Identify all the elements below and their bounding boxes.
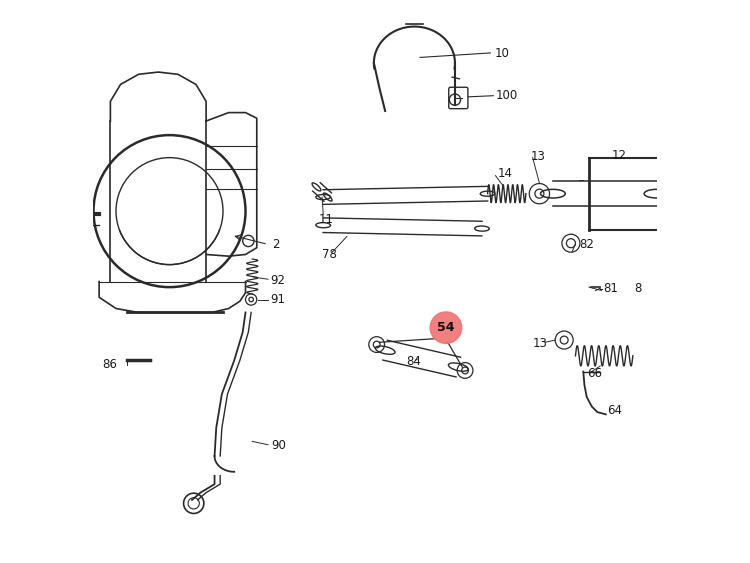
- Text: 14: 14: [498, 167, 513, 180]
- Text: 92: 92: [270, 274, 285, 287]
- Text: 10: 10: [494, 47, 509, 60]
- Text: 12: 12: [611, 149, 626, 162]
- Text: 90: 90: [272, 439, 286, 452]
- Text: 100: 100: [496, 89, 517, 102]
- Text: 86: 86: [103, 358, 118, 372]
- Text: 13: 13: [530, 150, 545, 163]
- Text: 54: 54: [437, 321, 454, 334]
- Text: 81: 81: [604, 282, 619, 296]
- Text: 64: 64: [607, 404, 622, 418]
- Text: 8: 8: [634, 282, 641, 296]
- Text: 11: 11: [319, 213, 334, 226]
- Text: 91: 91: [270, 293, 285, 306]
- Text: 82: 82: [579, 238, 594, 252]
- Text: 78: 78: [322, 248, 337, 261]
- Text: 66: 66: [586, 367, 602, 381]
- Text: 13: 13: [532, 337, 548, 350]
- Text: 2: 2: [272, 238, 280, 252]
- Circle shape: [430, 312, 462, 343]
- Text: 84: 84: [406, 355, 422, 368]
